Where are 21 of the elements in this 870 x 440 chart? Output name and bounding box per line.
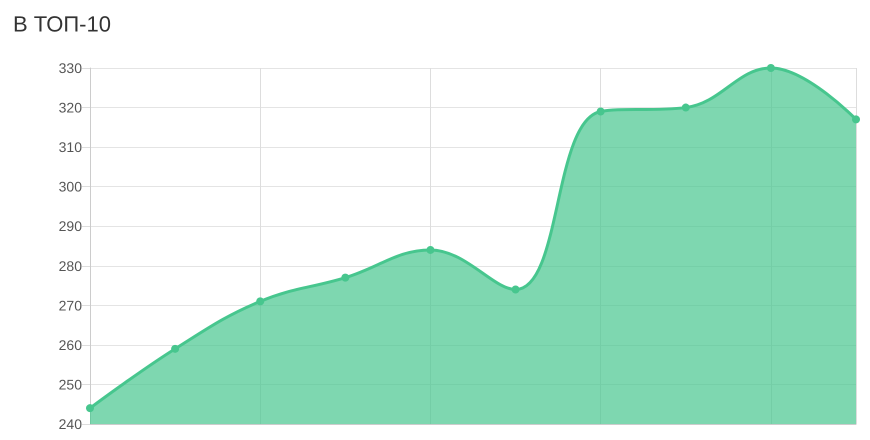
point: [512, 286, 520, 294]
y-tick-label: 310: [58, 139, 82, 156]
point: [766, 64, 775, 72]
point: [341, 274, 350, 282]
y-tick-label: 270: [58, 297, 82, 314]
y-tick-label: 300: [58, 178, 82, 195]
y-tick-label: 290: [58, 218, 82, 234]
y-tick-label: 250: [58, 376, 82, 392]
y-tick-label: 330: [58, 60, 82, 76]
point: [171, 344, 180, 353]
point: [596, 108, 605, 116]
y-tick-label: 260: [58, 336, 82, 353]
point: [682, 104, 690, 112]
y-tick-label: 280: [58, 258, 82, 274]
chart-title: В ТОП-10: [13, 12, 111, 36]
point: [256, 297, 264, 306]
y-tick-label: 240: [58, 416, 82, 432]
point: [852, 115, 860, 124]
point: [86, 404, 94, 412]
point: [426, 246, 434, 254]
y-tick-label: 320: [58, 100, 82, 116]
